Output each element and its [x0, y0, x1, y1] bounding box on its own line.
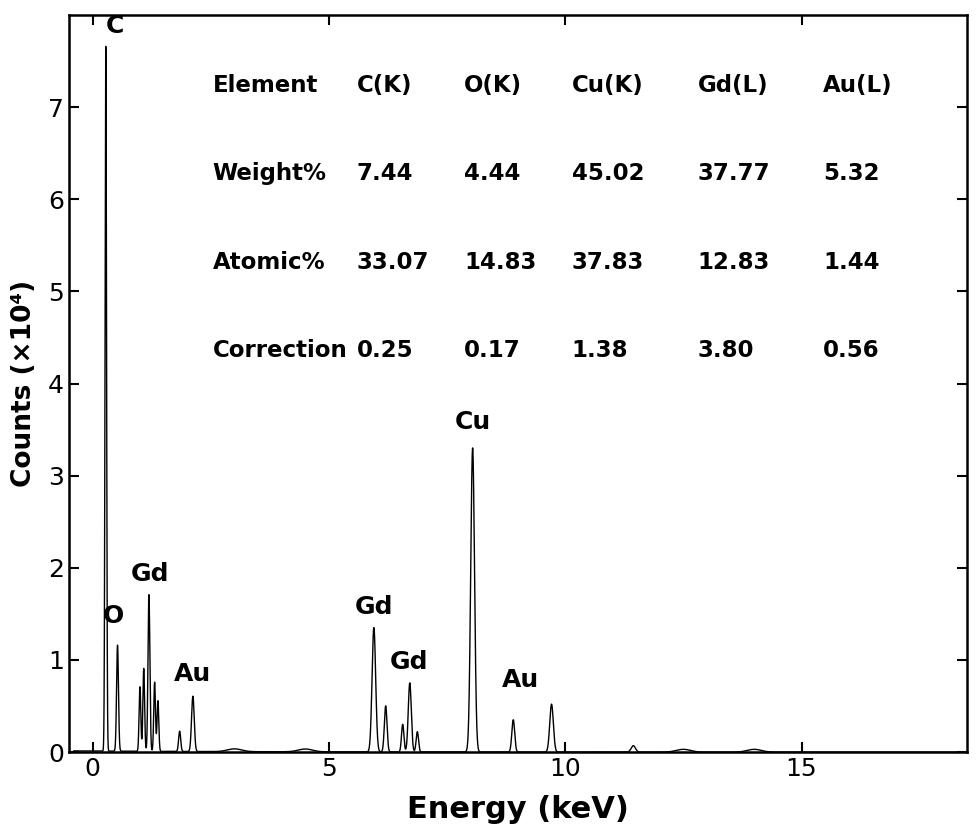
Text: 37.77: 37.77 — [697, 163, 769, 185]
Text: 4.44: 4.44 — [464, 163, 520, 185]
Text: Gd: Gd — [390, 650, 428, 674]
Text: Au: Au — [174, 662, 211, 686]
Text: O: O — [103, 604, 124, 628]
Text: 12.83: 12.83 — [697, 250, 769, 274]
Text: 7.44: 7.44 — [356, 163, 412, 185]
Text: 1.38: 1.38 — [572, 339, 627, 362]
Text: Gd(L): Gd(L) — [697, 74, 767, 97]
Text: 0.25: 0.25 — [356, 339, 412, 362]
Text: 45.02: 45.02 — [572, 163, 644, 185]
Text: 1.44: 1.44 — [823, 250, 879, 274]
Text: Element: Element — [213, 74, 318, 97]
Text: 37.83: 37.83 — [572, 250, 644, 274]
Text: 5.32: 5.32 — [823, 163, 879, 185]
Text: 33.07: 33.07 — [356, 250, 429, 274]
Text: O(K): O(K) — [464, 74, 522, 97]
Text: C: C — [106, 14, 124, 38]
Text: Atomic%: Atomic% — [213, 250, 325, 274]
Text: Gd: Gd — [355, 595, 393, 619]
Text: Gd: Gd — [131, 562, 169, 586]
Text: 0.17: 0.17 — [464, 339, 521, 362]
Text: 14.83: 14.83 — [464, 250, 536, 274]
Text: 3.80: 3.80 — [697, 339, 753, 362]
X-axis label: Energy (keV): Energy (keV) — [406, 795, 628, 824]
Text: Au: Au — [501, 668, 538, 692]
Text: Cu: Cu — [454, 410, 490, 434]
Text: C(K): C(K) — [356, 74, 411, 97]
Text: Cu(K): Cu(K) — [572, 74, 643, 97]
Text: Au(L): Au(L) — [823, 74, 892, 97]
Text: Weight%: Weight% — [213, 163, 326, 185]
Text: 0.56: 0.56 — [823, 339, 879, 362]
Text: Correction: Correction — [213, 339, 347, 362]
Y-axis label: Counts (×10⁴): Counts (×10⁴) — [11, 280, 37, 487]
